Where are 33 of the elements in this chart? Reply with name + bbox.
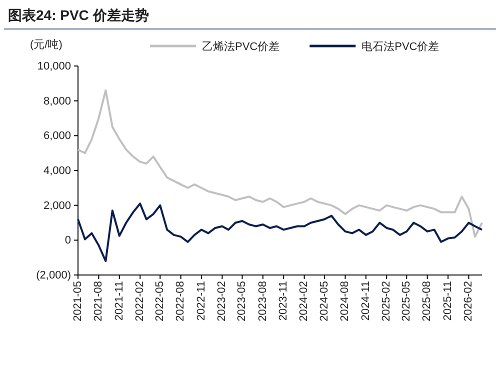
x-tick-label: 2021-11 [113, 281, 126, 321]
x-tick-label: 2023-08 [256, 281, 269, 322]
y-tick-label: 0 [64, 234, 71, 247]
x-tick-label: 2024-08 [339, 281, 352, 322]
x-tick-label: 2022-02 [134, 281, 146, 322]
x-tick-label: 2024-11 [360, 281, 372, 321]
x-tick-label: 2021-05 [72, 281, 84, 322]
y-tick-label: 4,000 [43, 165, 71, 178]
x-tick-label: 2021-08 [92, 281, 105, 322]
legend-label: 电石法PVC价差 [362, 40, 440, 53]
x-tick-label: 2026-02 [462, 281, 475, 322]
x-tick-label: 2023-11 [278, 281, 290, 321]
y-tick-label: 10,000 [37, 60, 71, 73]
x-tick-label: 2022-08 [174, 281, 187, 322]
line-series [77, 202, 483, 262]
x-tick-label: 2023-02 [216, 281, 228, 322]
line-series [77, 89, 483, 238]
x-tick-label: 2023-05 [236, 281, 248, 322]
y-tick-label: 8,000 [43, 95, 71, 108]
y-tick-label: (2,000) [36, 270, 71, 282]
x-tick-label: 2022-11 [195, 281, 208, 321]
x-tick-label: 2025-08 [421, 281, 434, 322]
y-tick-label: 2,000 [43, 200, 71, 212]
y-tick-label: 6,000 [43, 130, 71, 142]
x-tick-label: 2024-02 [298, 281, 310, 322]
x-tick-label: 2022-05 [154, 281, 166, 322]
x-tick-label: 2025-11 [442, 281, 454, 321]
x-tick-label: 2024-05 [318, 281, 330, 322]
legend-label: 乙烯法PVC价差 [202, 40, 280, 53]
x-tick-label: 2025-02 [380, 281, 393, 322]
x-tick-label: 2025-05 [400, 281, 413, 322]
chart-title: 图表24: PVC 价差走势 [8, 7, 149, 23]
y-axis-title: (元/吨) [30, 38, 62, 51]
